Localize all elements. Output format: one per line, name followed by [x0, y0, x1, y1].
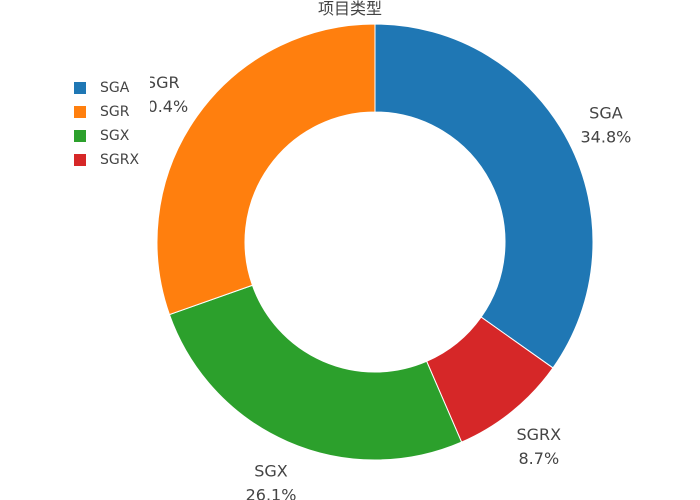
slice-percent: 8.7%: [519, 449, 560, 468]
legend: SGA SGR SGX SGRX: [66, 74, 150, 174]
legend-item-sgr[interactable]: SGR: [66, 100, 150, 124]
legend-swatch: [74, 82, 86, 94]
slice-label: SGX: [254, 461, 288, 480]
legend-label: SGRX: [100, 152, 140, 168]
legend-label: SGA: [100, 80, 130, 96]
slice-percent: 34.8%: [581, 128, 632, 147]
legend-label: SGX: [100, 128, 130, 144]
legend-item-sgrx[interactable]: SGRX: [66, 148, 150, 172]
legend-swatch: [74, 130, 86, 142]
legend-swatch: [74, 154, 86, 166]
slice-label: SGA: [589, 104, 623, 123]
legend-item-sgx[interactable]: SGX: [66, 124, 150, 148]
slice-label: SGR: [146, 73, 180, 92]
slice-sgx[interactable]: [168, 284, 463, 461]
legend-label: SGR: [100, 104, 130, 120]
chart-title: 项目类型: [318, 0, 382, 18]
legend-swatch: [74, 106, 86, 118]
slice-percent: 26.1%: [246, 485, 297, 500]
legend-item-sga[interactable]: SGA: [66, 76, 150, 100]
slice-percent: 30.4%: [137, 97, 188, 116]
slice-label: SGRX: [517, 425, 562, 444]
slice-sgr[interactable]: [156, 23, 376, 316]
slice-sga[interactable]: [374, 23, 594, 369]
